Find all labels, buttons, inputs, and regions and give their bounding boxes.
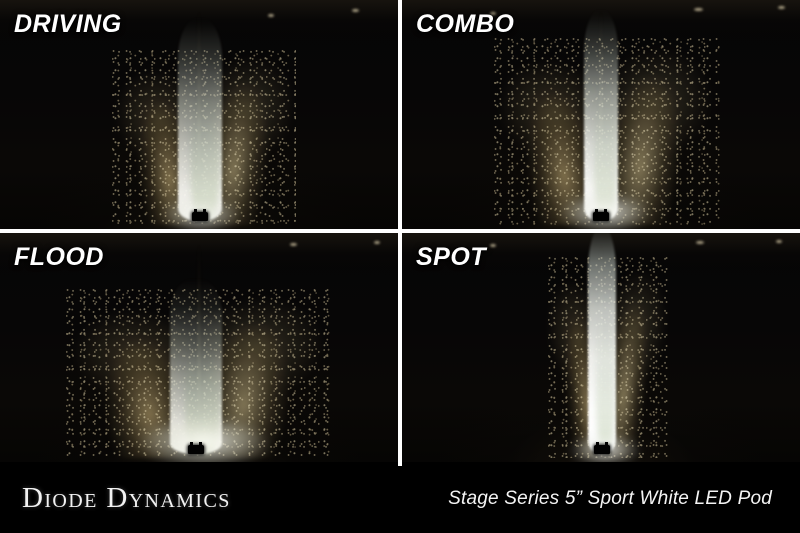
footer-bar: Diode Dynamics Stage Series 5” Sport Whi…: [0, 464, 800, 533]
led-pod-silhouette: [188, 442, 204, 454]
product-name-text: Stage Series 5” Sport White LED Pod: [448, 487, 772, 509]
panel-label-spot: SPOT: [416, 243, 487, 271]
grid-divider-horizontal: [0, 229, 800, 233]
panel-label-driving: DRIVING: [14, 10, 122, 38]
panel-spot: SPOT: [402, 233, 800, 462]
grid-divider-vertical: [398, 0, 402, 466]
distant-light: [352, 9, 359, 12]
distant-light: [778, 6, 785, 9]
panel-combo: COMBO: [402, 0, 800, 229]
led-pod-silhouette: [593, 209, 609, 221]
distant-light: [490, 244, 496, 247]
distant-light: [694, 8, 703, 11]
distant-light: [490, 12, 496, 15]
distant-light: [268, 14, 274, 17]
ground-splash: [140, 420, 268, 462]
brand-logo-text: Diode Dynamics: [22, 482, 231, 514]
panel-label-combo: COMBO: [416, 10, 515, 38]
led-pod-silhouette: [192, 209, 208, 221]
horizon-haze: [0, 233, 398, 267]
panel-flood: FLOOD: [0, 233, 398, 462]
distant-light: [290, 243, 297, 246]
panel-driving: DRIVING: [0, 0, 398, 229]
distant-light: [374, 241, 380, 244]
distant-light: [696, 241, 704, 244]
distant-light: [776, 240, 782, 243]
panel-label-flood: FLOOD: [14, 243, 104, 271]
photo-grid: DRIVING COMBO: [0, 0, 800, 466]
gravel-speckle: [548, 256, 670, 458]
led-pod-silhouette: [594, 442, 610, 454]
